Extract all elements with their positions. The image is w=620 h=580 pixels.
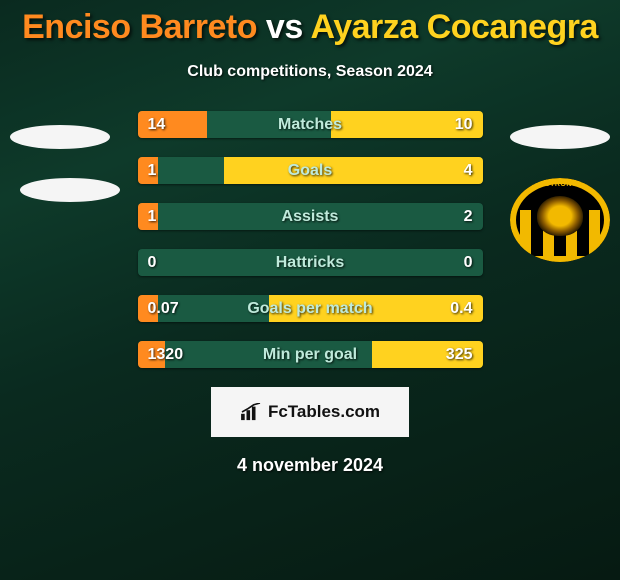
chart-icon — [240, 403, 262, 421]
stat-row: Hattricks0 0 — [138, 249, 483, 276]
title-left: Enciso Barreto — [22, 8, 257, 46]
stat-bar-right — [224, 157, 483, 184]
brand-text: FcTables.com — [268, 402, 380, 422]
brand-badge: FcTables.com — [211, 387, 409, 437]
date-text: 4 november 2024 — [0, 455, 620, 476]
stat-value-left: 1 — [148, 203, 157, 230]
stat-value-left: 1 — [148, 157, 157, 184]
stat-row: Assists1 2 — [138, 203, 483, 230]
stat-label: Hattricks — [138, 249, 483, 276]
stat-value-left: 0 — [148, 249, 157, 276]
stat-label: Assists — [138, 203, 483, 230]
stat-row: Goals per match0.070.4 — [138, 295, 483, 322]
stat-value-right: 0.4 — [450, 295, 472, 322]
stat-row: Matches1410 — [138, 111, 483, 138]
page-title: Enciso Barreto vs Ayarza Cocanegra — [0, 0, 620, 47]
stat-value-left: 14 — [148, 111, 166, 138]
stat-value-right: 4 — [464, 157, 473, 184]
player-left-badge-1 — [10, 125, 110, 149]
stat-row: Goals14 — [138, 157, 483, 184]
stat-value-right: 325 — [446, 341, 473, 368]
stat-value-right: 0 — [464, 249, 473, 276]
player-left-badge-2 — [20, 178, 120, 202]
stat-value-left: 0.07 — [148, 295, 179, 322]
stat-value-left: 1320 — [148, 341, 184, 368]
stat-value-right: 2 — [464, 203, 473, 230]
player-right-badge-1 — [510, 125, 610, 149]
club-crest: THE STRONGEST — [510, 178, 610, 262]
stat-value-right: 10 — [455, 111, 473, 138]
title-vs: vs — [257, 8, 310, 46]
tiger-icon — [537, 196, 583, 236]
stat-row: Min per goal1320325 — [138, 341, 483, 368]
crest-text: THE STRONGEST — [510, 181, 610, 188]
stats-bars: Matches1410Goals14Assists12Hattricks00Go… — [138, 111, 483, 368]
subtitle: Club competitions, Season 2024 — [0, 63, 620, 81]
title-right: Ayarza Cocanegra — [310, 8, 597, 46]
